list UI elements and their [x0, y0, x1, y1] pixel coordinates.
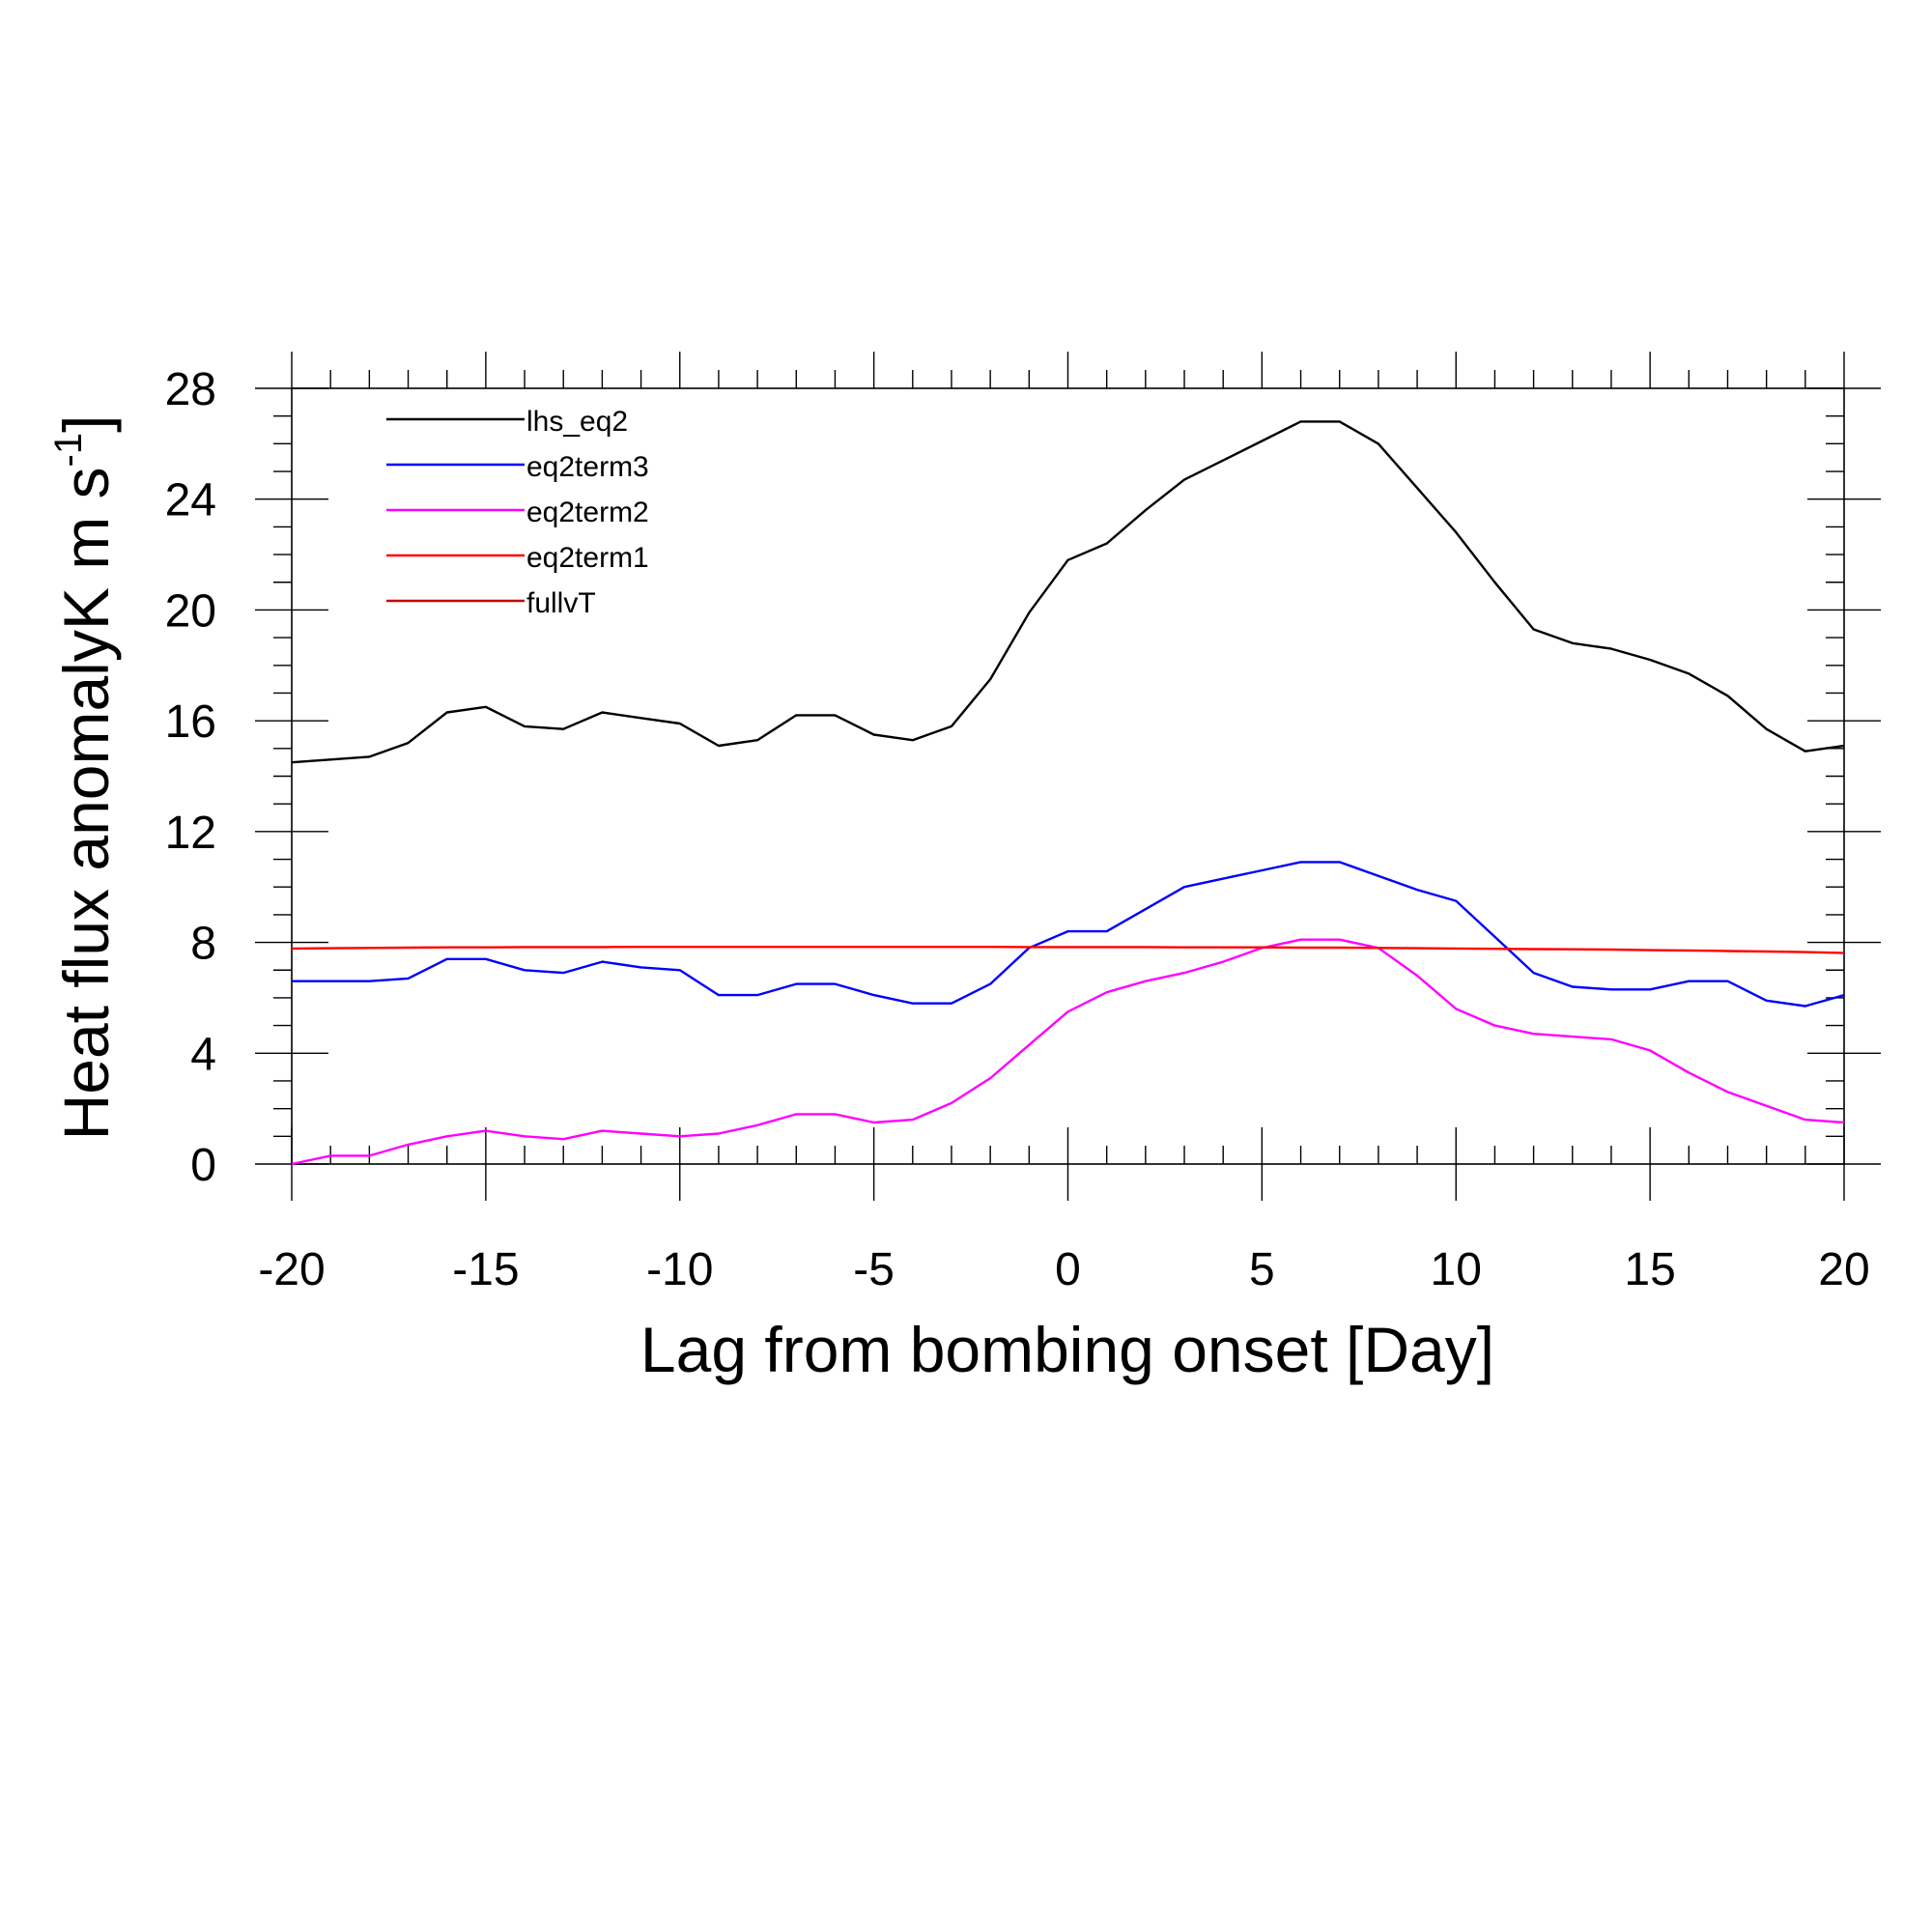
- legend-label-fullvT: fullvT: [526, 587, 596, 619]
- legend: lhs_eq2 eq2term3 eq2term2 eq2term1 fullvT: [386, 406, 649, 619]
- y-tick-label: 4: [190, 1029, 216, 1080]
- x-tick-label: 15: [1624, 1244, 1675, 1295]
- x-tick-label: -10: [646, 1244, 713, 1295]
- x-tick-label: -20: [258, 1244, 325, 1295]
- series-line-eq2term1: [291, 946, 1845, 954]
- legend-label-eq2term3: eq2term3: [526, 451, 649, 483]
- y-tick-label: 24: [165, 475, 216, 526]
- x-tick-label: 0: [1055, 1244, 1081, 1295]
- legend-label-lhs_eq2: lhs_eq2: [526, 406, 628, 438]
- y-axis-label: Heat flux anomalyK m s-1]: [47, 415, 122, 1141]
- tick-labels: -20 -15 -10 -5 0 5 10 15 20 0 4 8 12 16 20 24 28: [165, 364, 1870, 1295]
- x-tick-label: -15: [452, 1244, 519, 1295]
- y-tick-label: 28: [165, 364, 216, 415]
- x-tick-label: 10: [1431, 1244, 1482, 1295]
- axis-ticks: [255, 352, 1881, 1201]
- series-line-eq2term2: [291, 938, 1845, 1166]
- x-tick-label: 20: [1818, 1244, 1869, 1295]
- y-tick-label: 0: [190, 1140, 216, 1191]
- x-axis-label: Lag from bombing onset [Day]: [640, 1314, 1494, 1385]
- plot-frame: [291, 387, 1845, 1165]
- y-tick-label: 16: [165, 696, 216, 748]
- series-line-eq2term3: [292, 861, 1845, 1008]
- y-tick-label: 12: [165, 808, 216, 859]
- y-tick-label: 8: [190, 919, 216, 970]
- y-axis-label-bracket: ]: [50, 415, 122, 433]
- legend-label-eq2term1: eq2term1: [526, 542, 649, 574]
- legend-label-eq2term2: eq2term2: [526, 497, 649, 528]
- y-axis-label-superscript: -1: [47, 433, 90, 468]
- x-tick-label: -5: [853, 1244, 895, 1295]
- x-tick-label: 5: [1249, 1244, 1275, 1295]
- series-line-lhs_eq2: [291, 420, 1845, 764]
- y-tick-label: 20: [165, 585, 216, 637]
- y-axis-label-main: Heat flux anomalyK m s: [50, 467, 122, 1140]
- series-layer: [291, 420, 1845, 1166]
